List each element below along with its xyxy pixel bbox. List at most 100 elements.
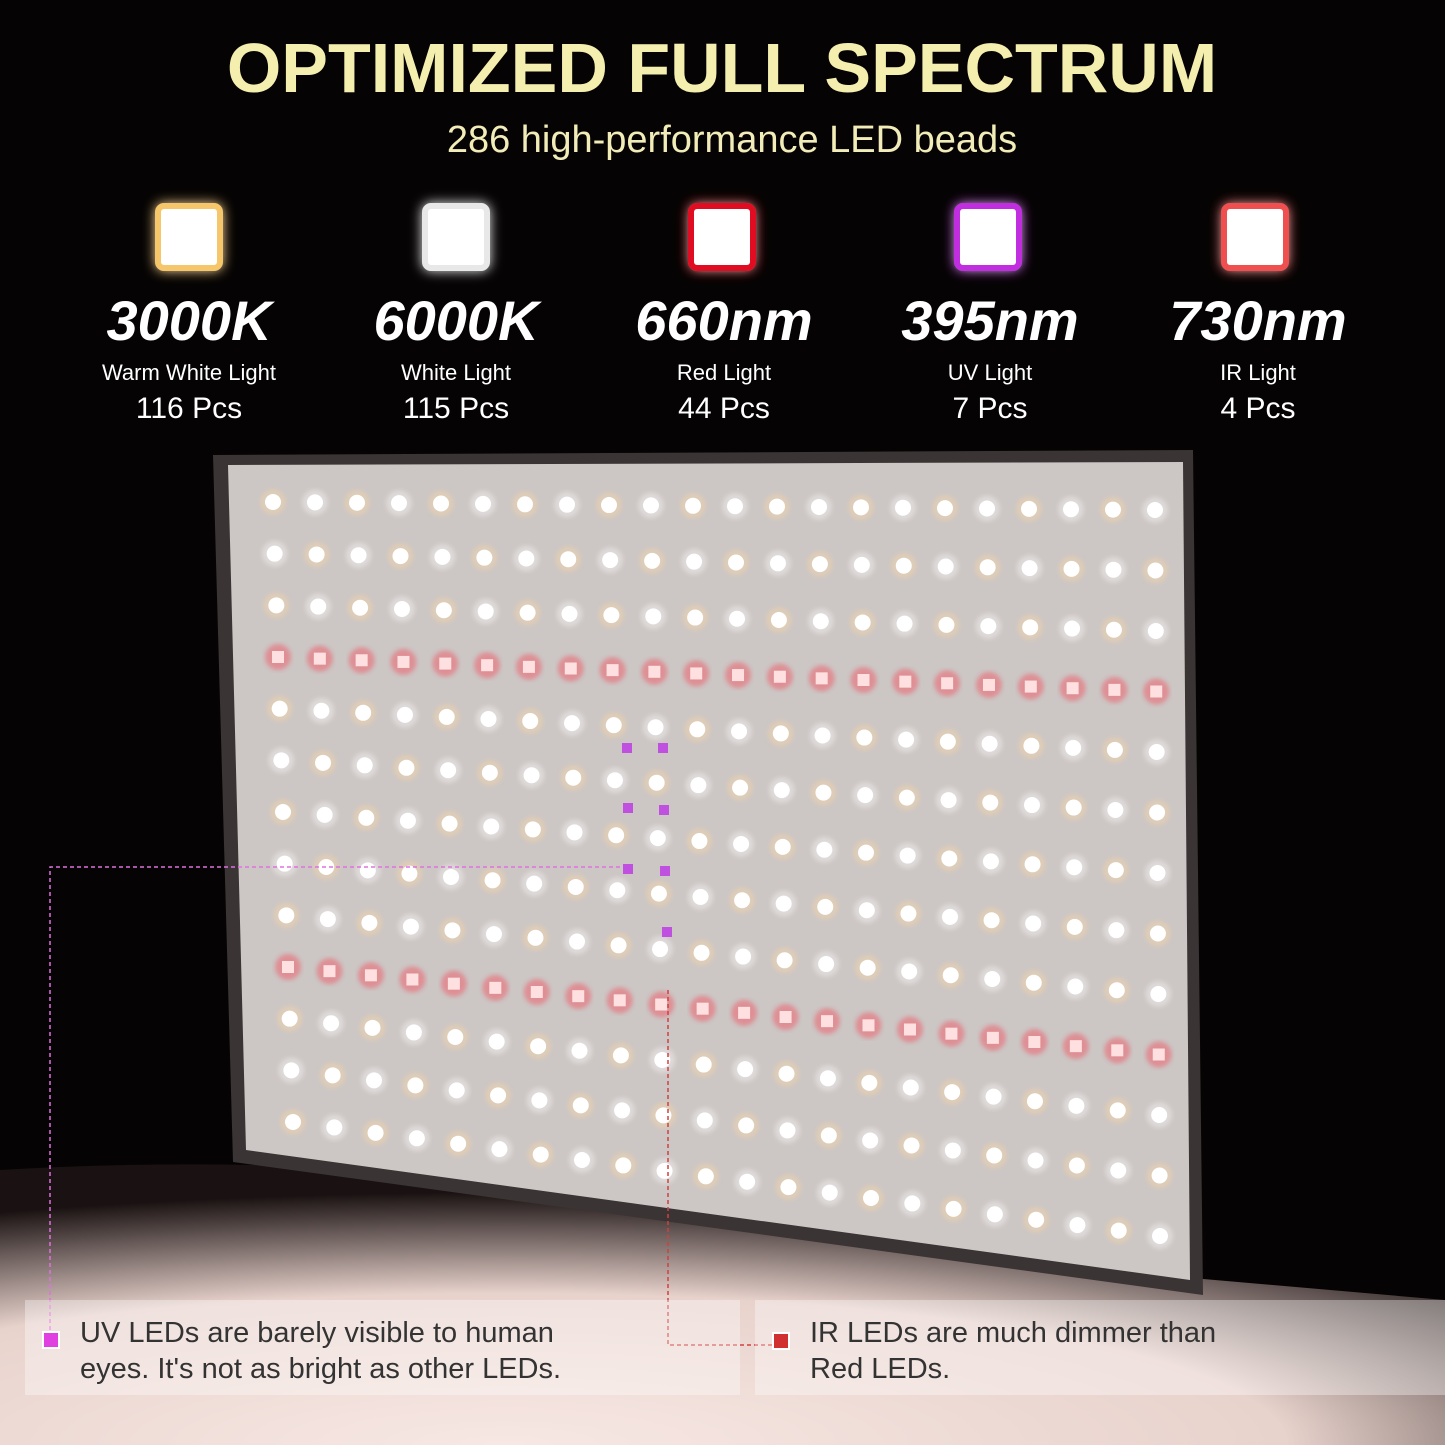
note-box [755,1300,1445,1395]
spec-label: IR Light [1220,360,1296,385]
led [489,981,502,994]
led [655,998,668,1011]
led [569,933,585,950]
led [313,702,330,719]
led [895,499,911,516]
led [266,545,283,562]
led [355,654,368,667]
led [644,552,661,569]
led [734,892,751,909]
led [1022,619,1039,636]
led [733,835,750,852]
led [522,713,539,730]
led [986,1147,1003,1164]
led [815,672,828,685]
led [853,499,869,516]
led [1066,682,1079,695]
led [939,733,956,750]
led [1064,620,1081,637]
led [985,1088,1002,1105]
spec-label: Red Light [677,360,771,385]
led [434,548,451,565]
led [940,792,957,809]
led [402,918,419,935]
led [367,1124,384,1141]
led [775,895,792,912]
led [859,959,876,976]
spec-value: 660nm [635,289,812,352]
led [574,1152,590,1168]
led [1068,1157,1085,1174]
led [1025,974,1042,991]
led [524,821,541,838]
led [530,1038,547,1055]
led [480,710,497,727]
led [691,833,708,850]
led [941,850,958,867]
led [566,824,583,841]
led [1105,561,1122,578]
led [613,994,626,1007]
led [318,858,335,875]
led [564,715,580,732]
led [1148,744,1165,760]
led [1028,1036,1041,1048]
led [602,552,619,569]
led [1107,862,1124,879]
led [491,1141,508,1158]
led [687,609,704,626]
led [779,1122,796,1139]
led [265,494,281,510]
led [1027,1152,1044,1169]
led [773,782,790,799]
led [857,674,870,686]
led [1065,739,1082,756]
led [727,498,743,515]
led [609,882,626,899]
led [937,500,953,517]
led [405,1024,422,1041]
led [643,497,659,514]
led [268,597,285,614]
led [686,553,703,570]
led [438,708,455,725]
led [1105,621,1122,638]
led [273,752,290,769]
led [283,1062,300,1079]
led [731,723,748,740]
led [903,1137,920,1154]
led [693,944,710,961]
uv-led [660,866,670,876]
led [483,818,500,835]
led [982,853,999,870]
led [896,615,913,632]
led [944,1084,961,1101]
led [1110,1222,1127,1239]
led [323,965,336,978]
led [856,729,873,746]
led [443,868,459,885]
led [770,612,787,628]
led [1066,859,1083,876]
led [518,550,535,567]
led [903,1023,916,1036]
swatch-uv [954,203,1022,271]
led [655,1107,672,1124]
led [811,556,828,573]
led [692,888,709,905]
led [728,554,745,571]
led [858,902,875,919]
spec-value: 3000K [106,289,275,352]
led [310,598,327,615]
led [729,610,746,627]
led [1152,1228,1168,1244]
led [433,495,449,512]
led [821,1015,834,1028]
led [397,655,410,668]
led [450,1135,467,1152]
led [979,500,995,517]
led [738,1117,755,1134]
led [560,551,577,568]
led [610,937,627,954]
spec-label: Warm White Light [102,360,276,385]
